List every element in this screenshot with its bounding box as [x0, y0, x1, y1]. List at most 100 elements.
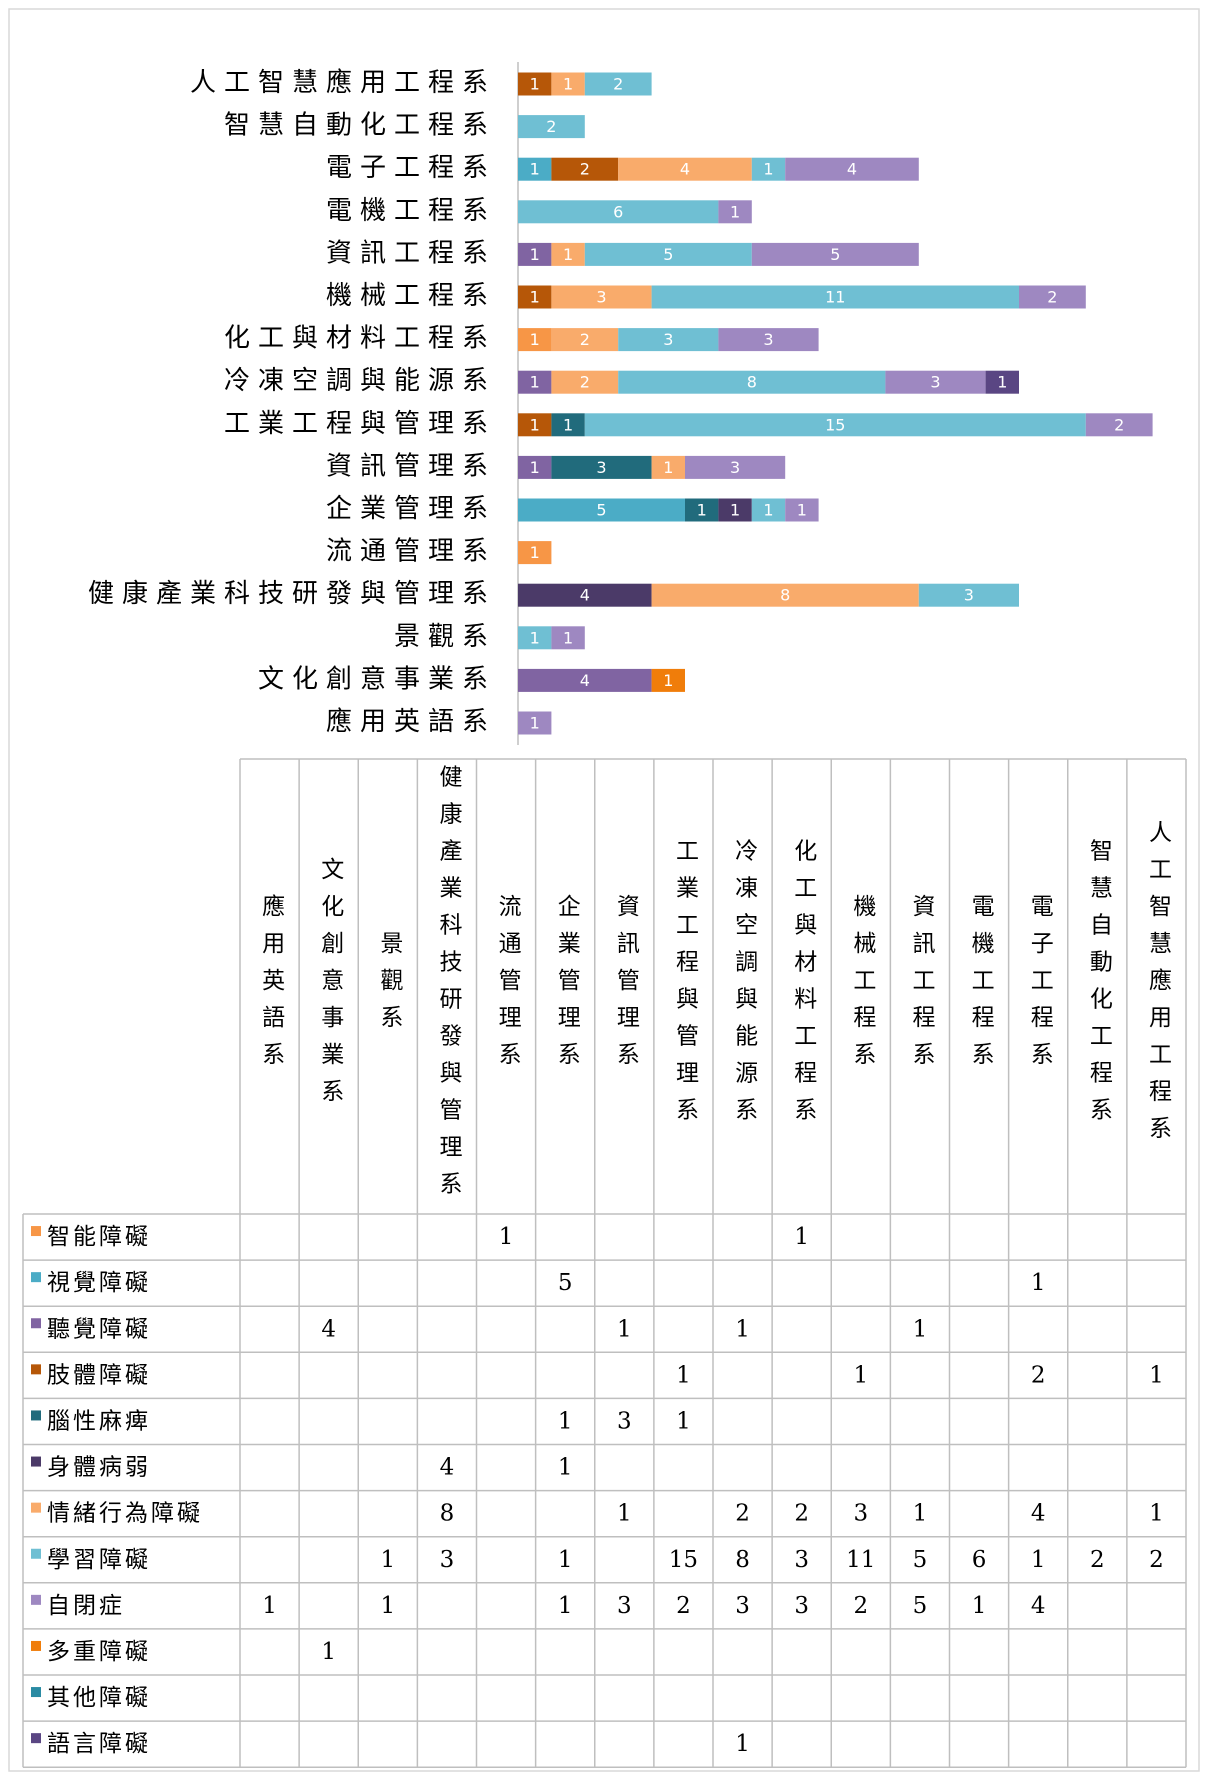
legend-label: 自閉症 — [47, 1593, 125, 1619]
table-cell: 4 — [440, 1455, 455, 1481]
bar-segment — [718, 200, 752, 224]
column-header: 文化創意事業系 — [317, 857, 345, 1116]
legend-label: 語言障礙 — [47, 1731, 151, 1757]
bar-label: 3 — [663, 330, 673, 349]
bar-segment — [518, 711, 552, 735]
bar-label: 1 — [530, 160, 540, 179]
legend-label: 視覺障礙 — [47, 1270, 151, 1296]
bar-segment — [1019, 285, 1086, 309]
table-cell: 2 — [1031, 1362, 1046, 1388]
bar-label: 2 — [580, 160, 590, 179]
table-cell: 1 — [676, 1362, 691, 1388]
table-cell: 2 — [853, 1593, 868, 1619]
table-cell: 2 — [1090, 1547, 1105, 1573]
table-cell: 3 — [794, 1547, 809, 1573]
bar-label: 1 — [563, 415, 573, 434]
bar-segment — [551, 157, 619, 181]
bar-segment — [551, 242, 585, 266]
bar-segment — [918, 583, 1019, 607]
table-cell: 1 — [262, 1593, 277, 1619]
column-header: 機械工程系 — [849, 894, 877, 1079]
bar-segment — [885, 370, 986, 394]
table-cell: 2 — [676, 1593, 691, 1619]
bar-label: 3 — [763, 330, 773, 349]
legend-swatch — [31, 1502, 41, 1513]
bar-segment — [718, 498, 752, 522]
table-cell: 3 — [617, 1408, 632, 1434]
column-header: 智慧自動化工程系 — [1085, 839, 1113, 1135]
table-cell: 1 — [735, 1316, 750, 1342]
legend-swatch — [31, 1364, 41, 1375]
bar-label: 11 — [825, 288, 845, 307]
bar-segment — [518, 541, 552, 565]
bar-label: 3 — [596, 458, 606, 477]
bar-segment — [551, 455, 652, 479]
bar-segment — [518, 455, 552, 479]
table-cell: 1 — [321, 1639, 336, 1665]
column-header: 電機工程系 — [967, 894, 995, 1079]
bar-segment — [584, 242, 752, 266]
bar-label: 1 — [730, 202, 740, 221]
legend-label: 身體病弱 — [47, 1455, 151, 1481]
table-cell: 2 — [735, 1501, 750, 1527]
y-tick-label: 文化創意事業系 — [258, 664, 496, 694]
bar-label: 2 — [546, 117, 556, 136]
table-cell: 5 — [913, 1547, 928, 1573]
table-cell: 1 — [617, 1501, 632, 1527]
bar-segment — [518, 498, 685, 522]
table-cell: 1 — [735, 1731, 750, 1757]
bar-label: 2 — [1114, 415, 1124, 434]
legend-swatch — [31, 1272, 41, 1283]
bar-segment — [551, 370, 619, 394]
bar-label: 1 — [530, 330, 540, 349]
bar-segment — [785, 157, 919, 181]
bar-segment — [518, 242, 552, 266]
table-cell: 3 — [617, 1593, 632, 1619]
column-header: 應用英語系 — [258, 894, 286, 1079]
column-header: 資訊工程系 — [908, 894, 936, 1079]
legend-label: 聽覺障礙 — [47, 1316, 151, 1342]
bar-label: 2 — [580, 330, 590, 349]
y-tick-label: 化工與材料工程系 — [224, 324, 496, 354]
bar-segment — [651, 583, 919, 607]
table-cell: 15 — [669, 1547, 698, 1573]
y-tick-label: 電機工程系 — [326, 196, 496, 226]
table-cell: 1 — [794, 1224, 809, 1250]
legend-swatch — [31, 1640, 41, 1651]
bar-segment — [551, 285, 652, 309]
bar-segment — [584, 413, 1086, 437]
table-cell: 5 — [913, 1593, 928, 1619]
column-header: 資訊管理系 — [612, 894, 640, 1079]
bar-label: 3 — [930, 373, 940, 392]
bar-label: 1 — [697, 501, 707, 520]
legend-swatch — [31, 1733, 41, 1744]
bar-segment — [1085, 413, 1153, 437]
legend-swatch — [31, 1456, 41, 1467]
table-cell: 1 — [558, 1455, 573, 1481]
bar-label: 1 — [997, 373, 1007, 392]
bar-label: 1 — [530, 288, 540, 307]
table-cell: 6 — [972, 1547, 987, 1573]
legend-swatch — [31, 1687, 41, 1698]
bar-label: 15 — [825, 415, 845, 434]
table-cell: 4 — [1031, 1593, 1046, 1619]
bar-label: 1 — [530, 458, 540, 477]
bar-label: 1 — [797, 501, 807, 520]
bar-label: 1 — [563, 628, 573, 647]
legend-swatch — [31, 1318, 41, 1329]
bar-label: 1 — [530, 628, 540, 647]
bar-segment — [518, 115, 585, 139]
table-cell: 3 — [440, 1547, 455, 1573]
legend-swatch — [31, 1548, 41, 1559]
column-header: 人工智慧應用工程系 — [1144, 820, 1172, 1153]
column-header: 工業工程與管理系 — [671, 839, 699, 1135]
y-tick-label: 企業管理系 — [326, 494, 496, 524]
y-tick-label: 資訊工程系 — [326, 238, 496, 268]
y-tick-label: 冷凍空調與能源系 — [224, 366, 496, 396]
legend-label: 情緒行為障礙 — [47, 1501, 203, 1527]
bar-segment — [751, 242, 919, 266]
bar-segment — [551, 328, 619, 352]
table-cell: 3 — [853, 1501, 868, 1527]
bar-label: 4 — [847, 160, 857, 179]
table-cell: 8 — [735, 1547, 750, 1573]
